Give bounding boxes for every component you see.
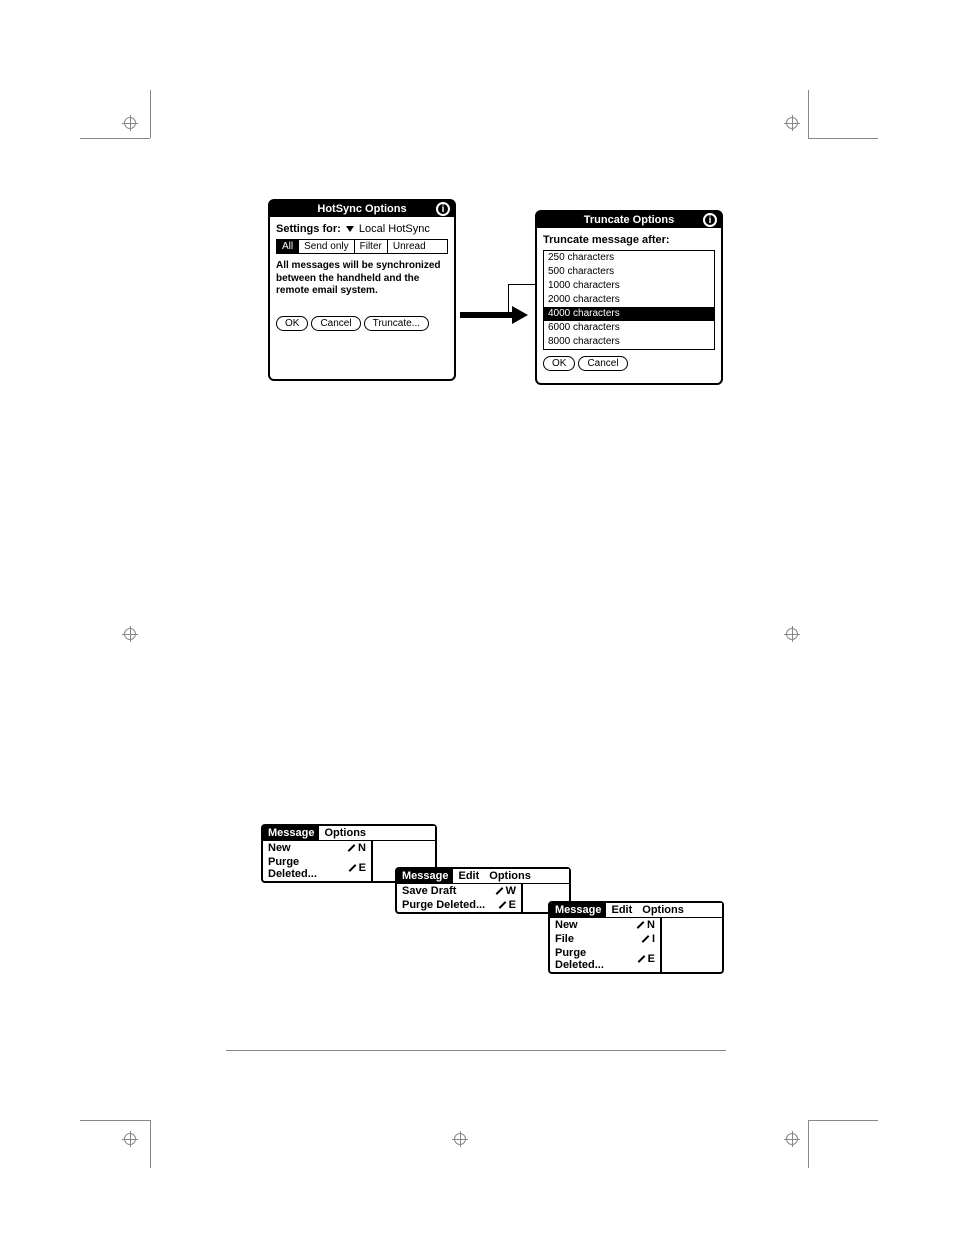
tab-filter[interactable]: Filter bbox=[355, 240, 388, 253]
truncate-option-4000[interactable]: 4000 characters bbox=[544, 307, 714, 321]
ok-button[interactable]: OK bbox=[543, 356, 575, 371]
pen-icon bbox=[347, 843, 357, 853]
tab-unread[interactable]: Unread bbox=[388, 240, 431, 253]
menu-item-label: File bbox=[555, 933, 574, 945]
menu-item-purge[interactable]: Purge Deleted... E bbox=[263, 855, 371, 881]
tab-send-only[interactable]: Send only bbox=[299, 240, 354, 253]
menu-item-shortcut: E bbox=[509, 899, 516, 911]
message-menu-3: Message Edit Options New N File I Purge … bbox=[548, 901, 724, 974]
menu-tab-options[interactable]: Options bbox=[637, 903, 689, 917]
truncate-option-8000[interactable]: 8000 characters bbox=[544, 335, 714, 349]
truncate-options-dialog: Truncate Options i Truncate message afte… bbox=[535, 210, 723, 385]
pen-icon bbox=[636, 920, 646, 930]
cancel-button[interactable]: Cancel bbox=[578, 356, 627, 371]
divider-line bbox=[226, 1050, 726, 1051]
menu-item-shortcut: E bbox=[648, 953, 655, 965]
menu-item-shortcut: I bbox=[652, 933, 655, 945]
description-text: All messages will be synchronized betwee… bbox=[276, 260, 448, 298]
menu-item-label: Purge Deleted... bbox=[555, 947, 637, 971]
menu-tab-message[interactable]: Message bbox=[263, 826, 319, 840]
menu-item-new[interactable]: New N bbox=[550, 918, 660, 932]
menu-item-file[interactable]: File I bbox=[550, 932, 660, 946]
message-menu-2: Message Edit Options Save Draft W Purge … bbox=[395, 867, 571, 914]
menu-tab-options[interactable]: Options bbox=[484, 869, 536, 883]
cancel-button[interactable]: Cancel bbox=[311, 316, 360, 331]
info-icon[interactable]: i bbox=[436, 202, 450, 216]
hotsync-titlebar: HotSync Options i bbox=[270, 201, 454, 217]
menu-item-shortcut: N bbox=[358, 842, 366, 854]
menu-item-shortcut: E bbox=[359, 862, 366, 874]
settings-for-row: Settings for: Local HotSync bbox=[276, 223, 448, 235]
filter-tabs: All Send only Filter Unread bbox=[276, 239, 448, 254]
pen-icon bbox=[348, 863, 358, 873]
pen-icon bbox=[495, 886, 505, 896]
truncate-option-2000[interactable]: 2000 characters bbox=[544, 293, 714, 307]
settings-for-value[interactable]: Local HotSync bbox=[359, 223, 430, 235]
menu-item-shortcut: N bbox=[647, 919, 655, 931]
menu-item-save-draft[interactable]: Save Draft W bbox=[397, 884, 521, 898]
tab-all[interactable]: All bbox=[277, 240, 299, 253]
menu-item-purge[interactable]: Purge Deleted... E bbox=[397, 898, 521, 912]
pen-icon bbox=[641, 934, 651, 944]
dropdown-icon[interactable] bbox=[346, 226, 354, 232]
truncate-listbox: 250 characters 500 characters 1000 chara… bbox=[543, 250, 715, 350]
menu-item-label: Save Draft bbox=[402, 885, 456, 897]
hotsync-options-dialog: HotSync Options i Settings for: Local Ho… bbox=[268, 199, 456, 381]
ok-button[interactable]: OK bbox=[276, 316, 308, 331]
truncate-option-250[interactable]: 250 characters bbox=[544, 251, 714, 265]
menu-tab-edit[interactable]: Edit bbox=[606, 903, 637, 917]
menu-tab-message[interactable]: Message bbox=[550, 903, 606, 917]
arrow-icon bbox=[460, 305, 530, 325]
menu-item-shortcut: W bbox=[506, 885, 516, 897]
info-icon[interactable]: i bbox=[703, 213, 717, 227]
settings-for-label: Settings for: bbox=[276, 223, 341, 235]
hotsync-title: HotSync Options bbox=[317, 203, 406, 215]
menu-tab-message[interactable]: Message bbox=[397, 869, 453, 883]
menu-item-new[interactable]: New N bbox=[263, 841, 371, 855]
menu-item-purge[interactable]: Purge Deleted... E bbox=[550, 946, 660, 972]
truncate-label: Truncate message after: bbox=[543, 234, 715, 246]
pen-icon bbox=[498, 900, 508, 910]
menu-item-label: Purge Deleted... bbox=[268, 856, 348, 880]
menu-item-label: New bbox=[555, 919, 578, 931]
truncate-option-500[interactable]: 500 characters bbox=[544, 265, 714, 279]
menu-tab-options[interactable]: Options bbox=[319, 826, 371, 840]
pen-icon bbox=[637, 954, 647, 964]
truncate-button[interactable]: Truncate... bbox=[364, 316, 429, 331]
truncate-option-1000[interactable]: 1000 characters bbox=[544, 279, 714, 293]
menu-item-label: New bbox=[268, 842, 291, 854]
truncate-option-6000[interactable]: 6000 characters bbox=[544, 321, 714, 335]
truncate-titlebar: Truncate Options i bbox=[537, 212, 721, 228]
menu-item-label: Purge Deleted... bbox=[402, 899, 485, 911]
truncate-title: Truncate Options bbox=[584, 214, 674, 226]
menu-tab-edit[interactable]: Edit bbox=[453, 869, 484, 883]
